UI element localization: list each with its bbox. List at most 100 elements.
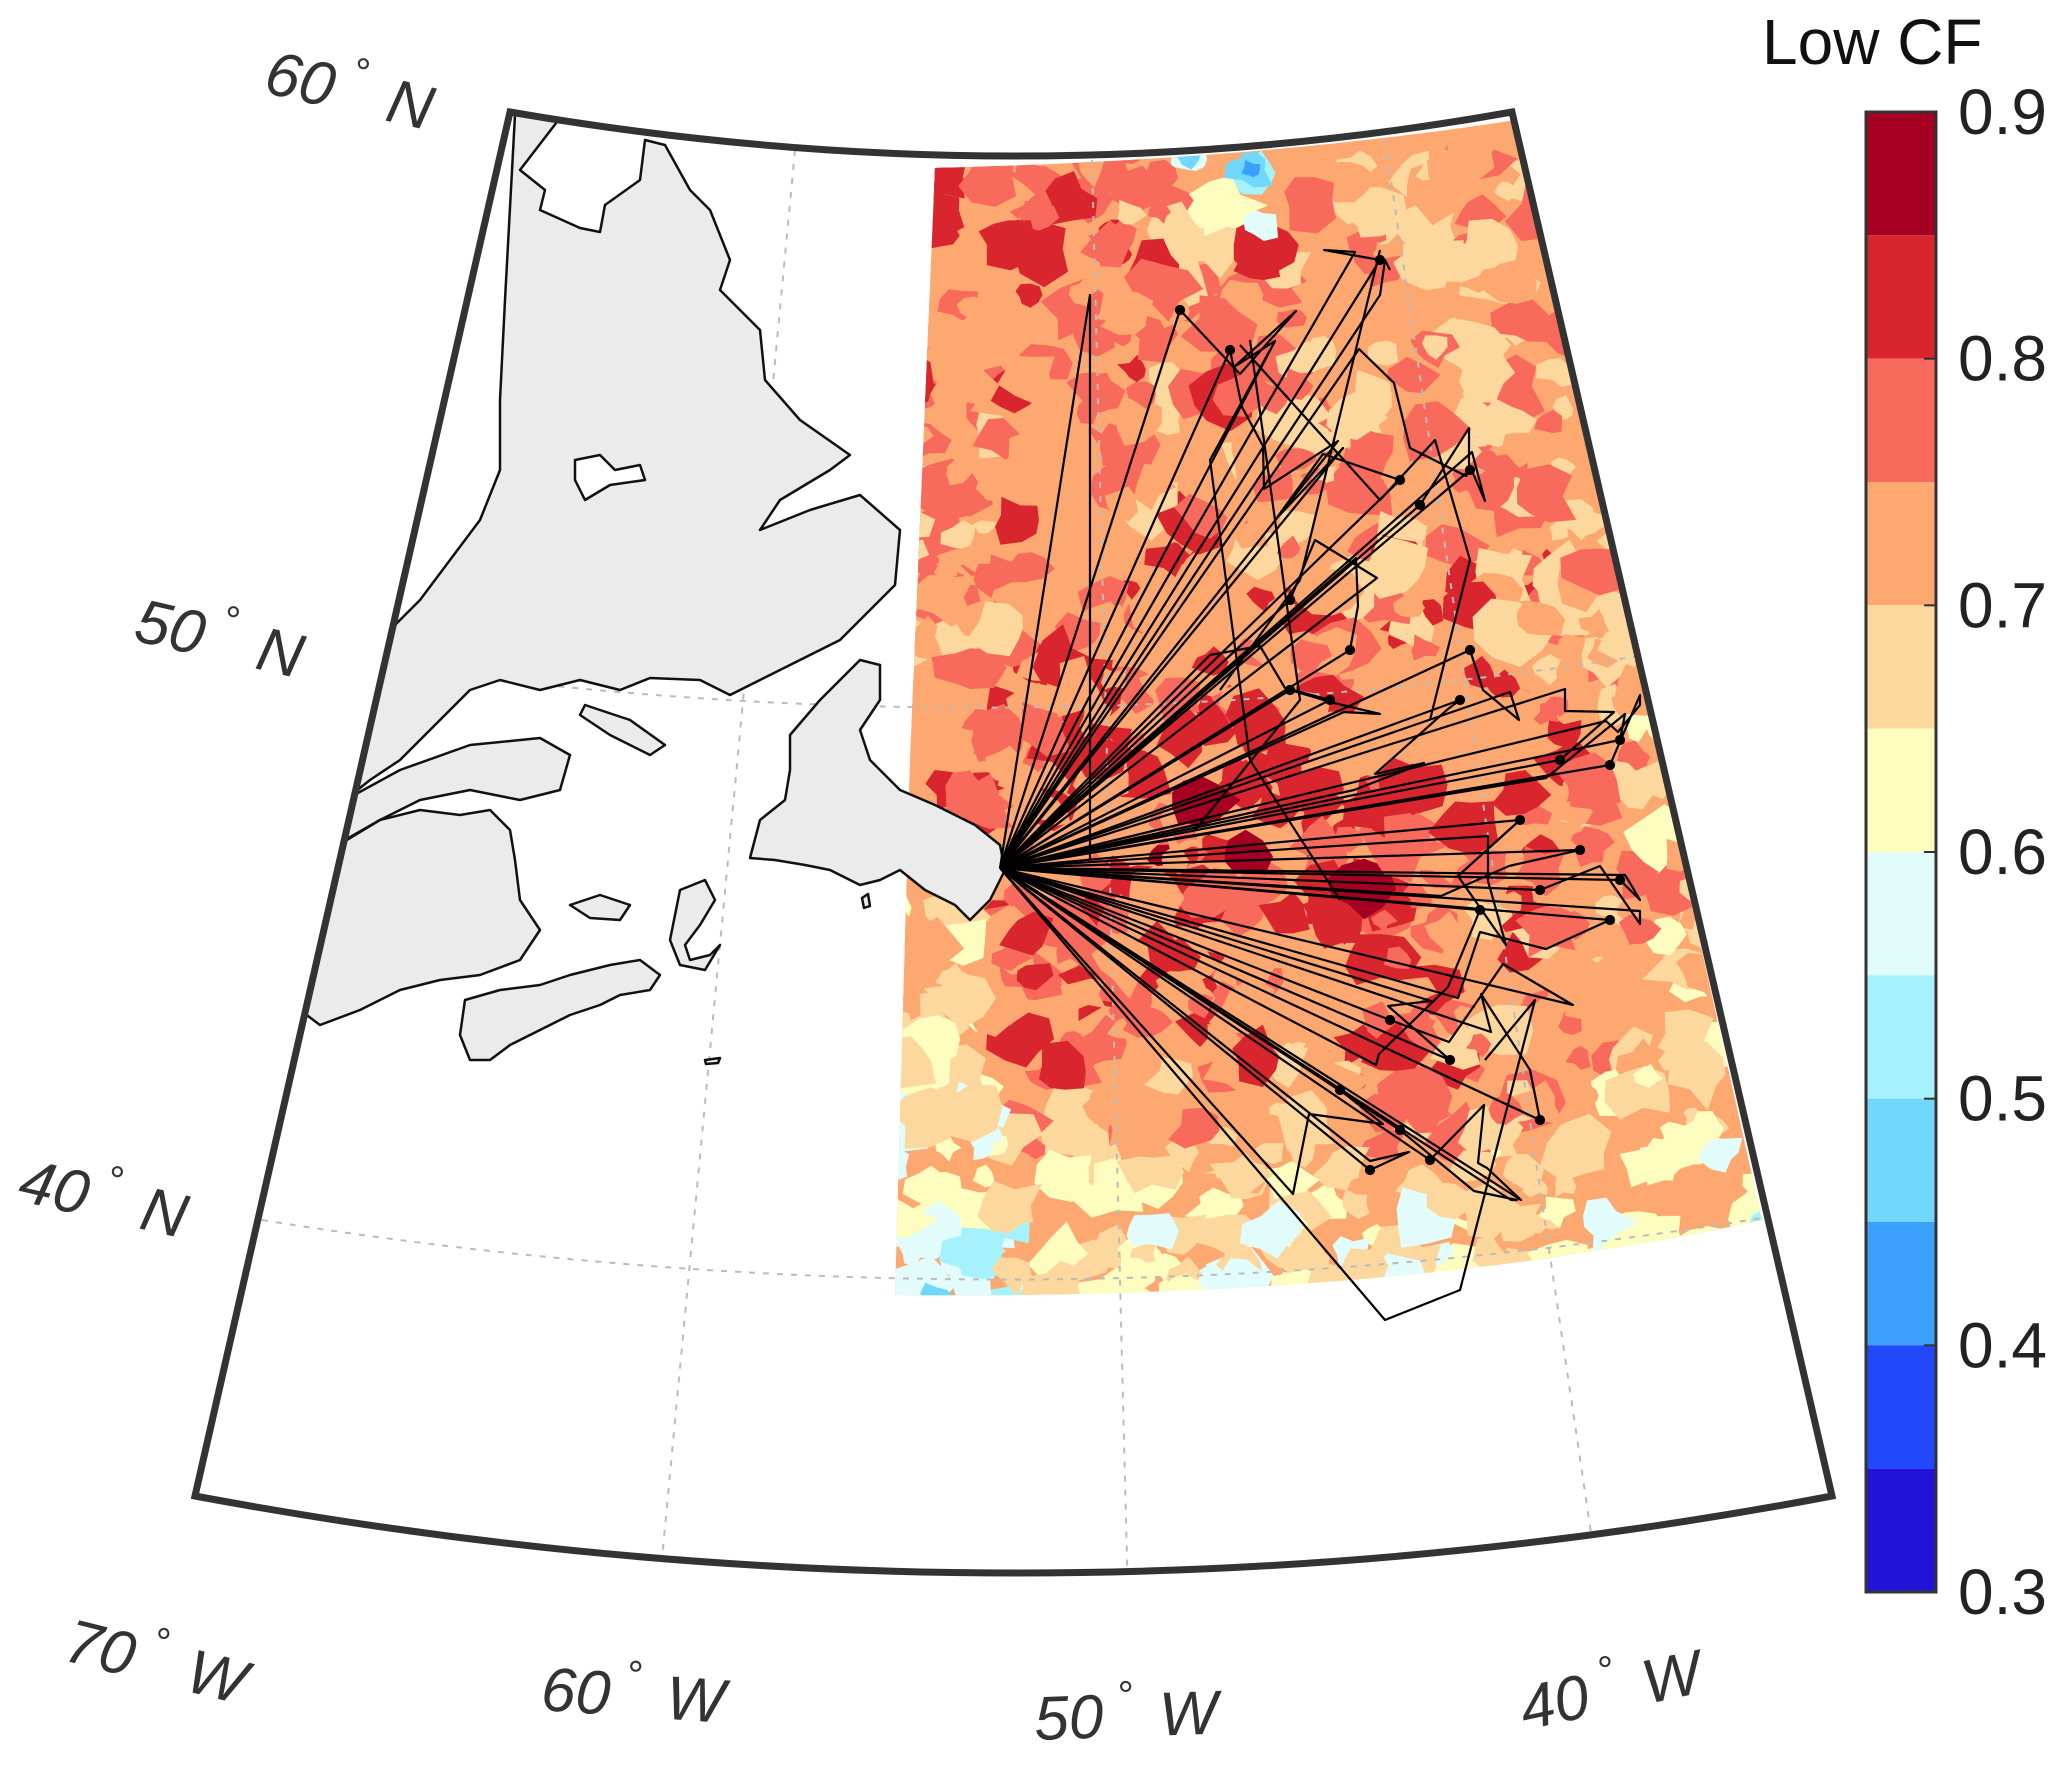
- field-patch: [1117, 199, 1147, 225]
- colorbar-ticks: 0.9 0.8 0.7 0.6 0.5 0.4 0.3: [1924, 76, 2047, 1628]
- flight-track: [999, 866, 1452, 1062]
- field-patch: [1617, 740, 1651, 771]
- field-patch: [1426, 1182, 1473, 1220]
- field-patch: [1664, 405, 1715, 444]
- field-patch: [1403, 401, 1472, 462]
- flight-track: [999, 867, 1537, 1322]
- field-patch: [1182, 1169, 1219, 1196]
- anticosti-island: [578, 703, 667, 757]
- field-patch: [1148, 204, 1171, 224]
- track-endpoint: [1574, 844, 1586, 856]
- lake-interior: [573, 453, 647, 502]
- flight-track: [999, 538, 1379, 869]
- flight-track: [999, 644, 1332, 869]
- field-patch: [1188, 175, 1269, 236]
- field-patch: [1544, 184, 1574, 219]
- colorbar-bin: [1866, 975, 1936, 1099]
- field-patch: [1695, 485, 1752, 538]
- field-patch: [1741, 811, 1762, 830]
- field-patch: [1641, 857, 1695, 916]
- field-patch: [1531, 654, 1562, 686]
- field-patch: [1684, 227, 1713, 249]
- field-patch: [1424, 911, 1468, 956]
- field-patch: [895, 1146, 910, 1184]
- field-patch: [1079, 154, 1105, 188]
- field-patch: [1565, 146, 1640, 213]
- field-patch: [1122, 1007, 1174, 1038]
- field-patch: [1405, 1097, 1453, 1134]
- field-patch: [1181, 223, 1237, 279]
- lon-label-50W: 50 ° W: [1033, 1670, 1225, 1754]
- field-patch: [1231, 1124, 1268, 1148]
- field-patch: [1016, 963, 1054, 991]
- colorbar-bin: [1866, 482, 1936, 606]
- field-patch: [1570, 171, 1599, 203]
- flight-track: [999, 688, 1382, 870]
- field-patch: [1690, 431, 1757, 489]
- field-patch: [1024, 445, 1062, 469]
- field-patch: [1409, 1214, 1443, 1241]
- field-patch: [1393, 356, 1441, 394]
- track-endpoint: [1614, 734, 1626, 746]
- field-patch: [1728, 570, 1758, 594]
- field-patch: [1677, 487, 1736, 528]
- field-patch: [986, 1011, 1055, 1068]
- field-patch: [1733, 555, 1762, 609]
- track-endpoint: [1454, 694, 1466, 706]
- flight-track: [1194, 339, 1302, 831]
- field-patch: [1750, 1078, 1762, 1104]
- field-patch: [1592, 252, 1647, 316]
- field-patch: [995, 496, 1039, 545]
- sable-island: [703, 1056, 722, 1066]
- field-patch: [930, 349, 1000, 414]
- field-patch: [897, 917, 965, 980]
- field-patch: [1708, 755, 1752, 793]
- field-patch: [1624, 426, 1664, 471]
- field-patch: [1659, 448, 1729, 502]
- field-patch: [1550, 457, 1577, 480]
- colorbar-bin: [1866, 1098, 1936, 1222]
- field-patch: [985, 745, 1023, 783]
- field-patch: [1650, 256, 1713, 300]
- field-patch: [1516, 464, 1577, 523]
- field-patch: [1637, 216, 1663, 235]
- field-patch: [1558, 634, 1584, 659]
- field-patch: [1459, 342, 1516, 403]
- field-patch: [1681, 284, 1746, 335]
- field-patch: [1694, 482, 1727, 510]
- st-pierre: [860, 892, 872, 910]
- field-patch: [1727, 447, 1762, 482]
- track-endpoint: [1514, 814, 1526, 826]
- field-patch: [1622, 332, 1690, 378]
- field-patch: [1239, 1200, 1301, 1259]
- field-patch: [967, 601, 1024, 657]
- field-patch: [1675, 424, 1746, 469]
- field-patch: [1548, 217, 1608, 284]
- field-patch: [1494, 181, 1521, 202]
- field-patch: [1258, 891, 1310, 934]
- field-patch: [903, 679, 964, 728]
- field-patch: [1254, 1223, 1325, 1271]
- field-patch: [1705, 595, 1762, 652]
- field-patch: [1717, 647, 1753, 673]
- field-patch: [1645, 663, 1710, 707]
- meridian-50W: [1091, 159, 1129, 1573]
- field-patch: [946, 460, 975, 486]
- track-endpoint: [1414, 499, 1426, 511]
- map-frame: [190, 107, 1837, 1577]
- field-patch: [1710, 924, 1762, 984]
- field-patch: [1705, 228, 1762, 277]
- field-patch: [1617, 454, 1685, 503]
- field-patch: [1233, 247, 1282, 281]
- field-patch: [1176, 867, 1245, 918]
- colorbar-bin: [1866, 1468, 1936, 1592]
- field-patch: [1534, 409, 1562, 433]
- field-patch: [1747, 317, 1762, 348]
- field-patch: [1463, 655, 1496, 689]
- field-patch: [1219, 589, 1299, 631]
- colorbar-tick-label: 0.9: [1958, 76, 2047, 148]
- field-patch: [1599, 271, 1629, 294]
- field-patch: [977, 1180, 1043, 1232]
- field-patch: [1657, 374, 1720, 437]
- field-patch: [1635, 243, 1661, 268]
